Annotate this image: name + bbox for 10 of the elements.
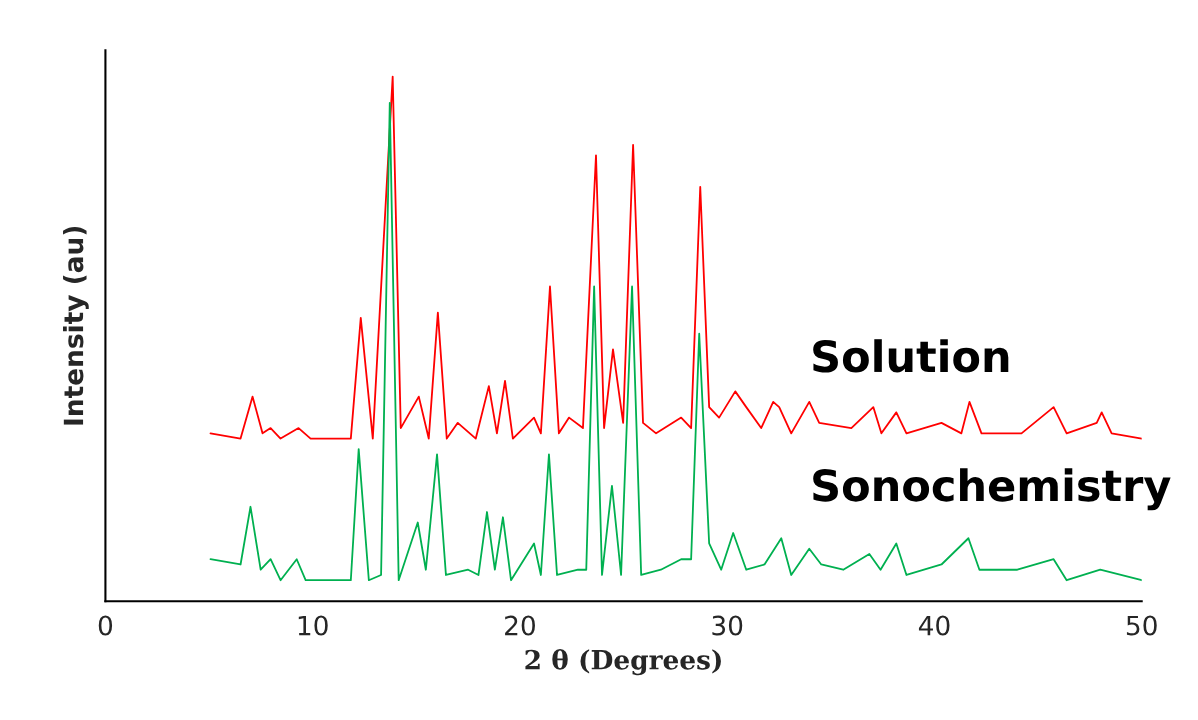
x-tick-label: 0 xyxy=(98,615,113,636)
x-tick-label: 50 xyxy=(1126,615,1157,636)
series-label: Sonochemistry xyxy=(813,468,1171,511)
x-axis-title: 2 θ (Degrees) xyxy=(525,648,721,676)
x-tick-label: 30 xyxy=(712,615,743,636)
x-tick-label: 20 xyxy=(505,615,535,636)
x-tick-label: 40 xyxy=(918,615,950,636)
x-tick-label: 10 xyxy=(298,615,328,636)
y-axis-title: Intensity (au) xyxy=(63,226,89,425)
series-label: Solution xyxy=(813,339,1009,373)
